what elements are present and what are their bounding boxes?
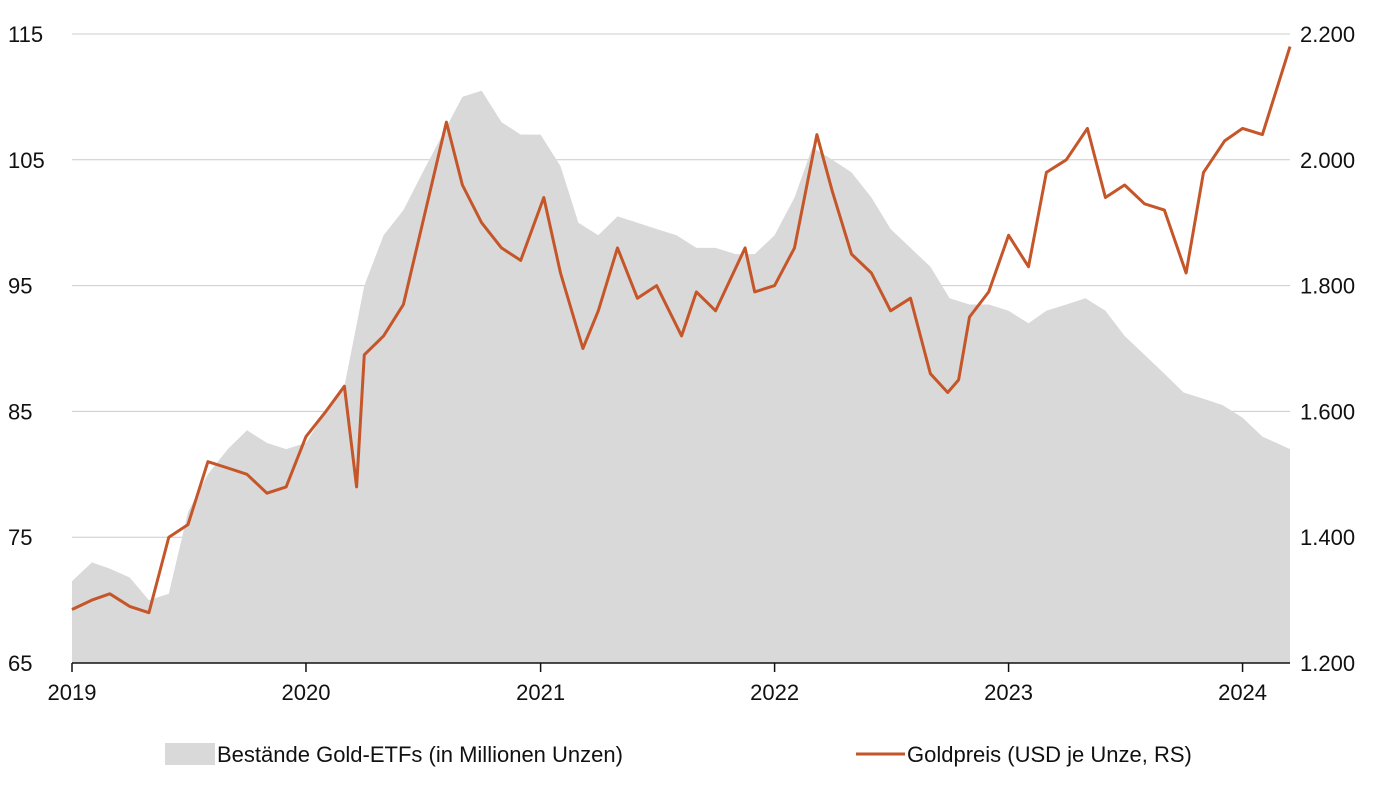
x-tick-label: 2021	[516, 680, 565, 705]
x-tick-label: 2020	[282, 680, 331, 705]
y-right-tick-label: 1.400	[1300, 525, 1355, 550]
etf-holdings-area	[72, 90, 1290, 664]
legend-area-label: Bestände Gold-ETFs (in Millionen Unzen)	[217, 742, 623, 767]
gold-price-line	[71, 46, 1292, 615]
y-left-tick-label: 65	[8, 651, 32, 676]
y-left-tick-label: 105	[8, 148, 45, 173]
legend-line-label: Goldpreis (USD je Unze, RS)	[907, 742, 1192, 767]
y-left-tick-label: 115	[8, 22, 43, 47]
y-right-tick-label: 2.000	[1300, 148, 1355, 173]
y-right-tick-label: 2.200	[1300, 22, 1355, 47]
x-tick-label: 2024	[1218, 680, 1267, 705]
legend: Bestände Gold-ETFs (in Millionen Unzen) …	[165, 742, 1192, 767]
y-left-tick-label: 95	[8, 274, 32, 299]
tick-labels: 2019 2020 2021 2022 2023 2024 65 75 85 95 105 115 1.…	[8, 22, 1355, 705]
y-right-tick-label: 1.200	[1300, 651, 1355, 676]
x-tick-label: 2023	[984, 680, 1033, 705]
y-left-tick-label: 85	[8, 399, 32, 424]
legend-area-swatch	[165, 743, 215, 765]
axes	[71, 662, 1290, 672]
x-tick-label: 2019	[48, 680, 97, 705]
y-right-tick-label: 1.800	[1300, 274, 1355, 299]
y-left-tick-label: 75	[8, 525, 32, 550]
y-right-tick-label: 1.600	[1300, 399, 1355, 424]
x-tick-label: 2022	[750, 680, 799, 705]
